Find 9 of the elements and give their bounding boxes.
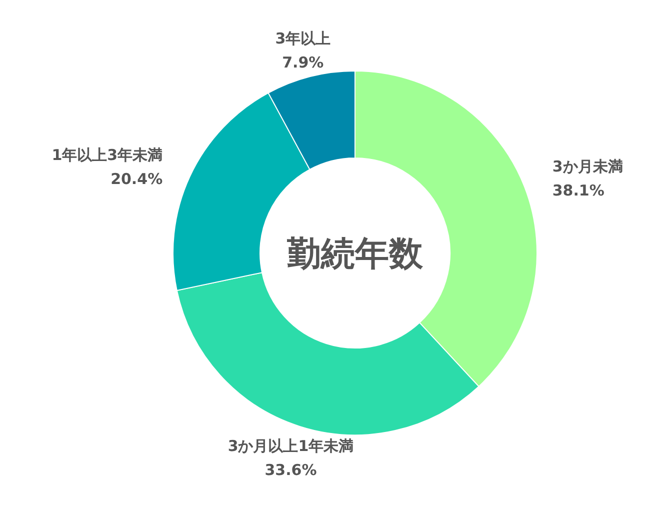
- slice-label: 1年以上3年未満: [52, 146, 163, 164]
- slice-label: 3年以上: [275, 29, 331, 48]
- text: 勤続年数: [286, 234, 424, 274]
- slice-label: 3か月未満: [552, 158, 623, 176]
- data-label: 20.4%: [110, 170, 163, 188]
- data-label: 38.1%: [552, 182, 604, 200]
- data-label: 33.6%: [264, 461, 317, 480]
- slice-label: 3か月以上1年未満: [228, 437, 354, 456]
- data-label: 7.9%: [282, 53, 324, 72]
